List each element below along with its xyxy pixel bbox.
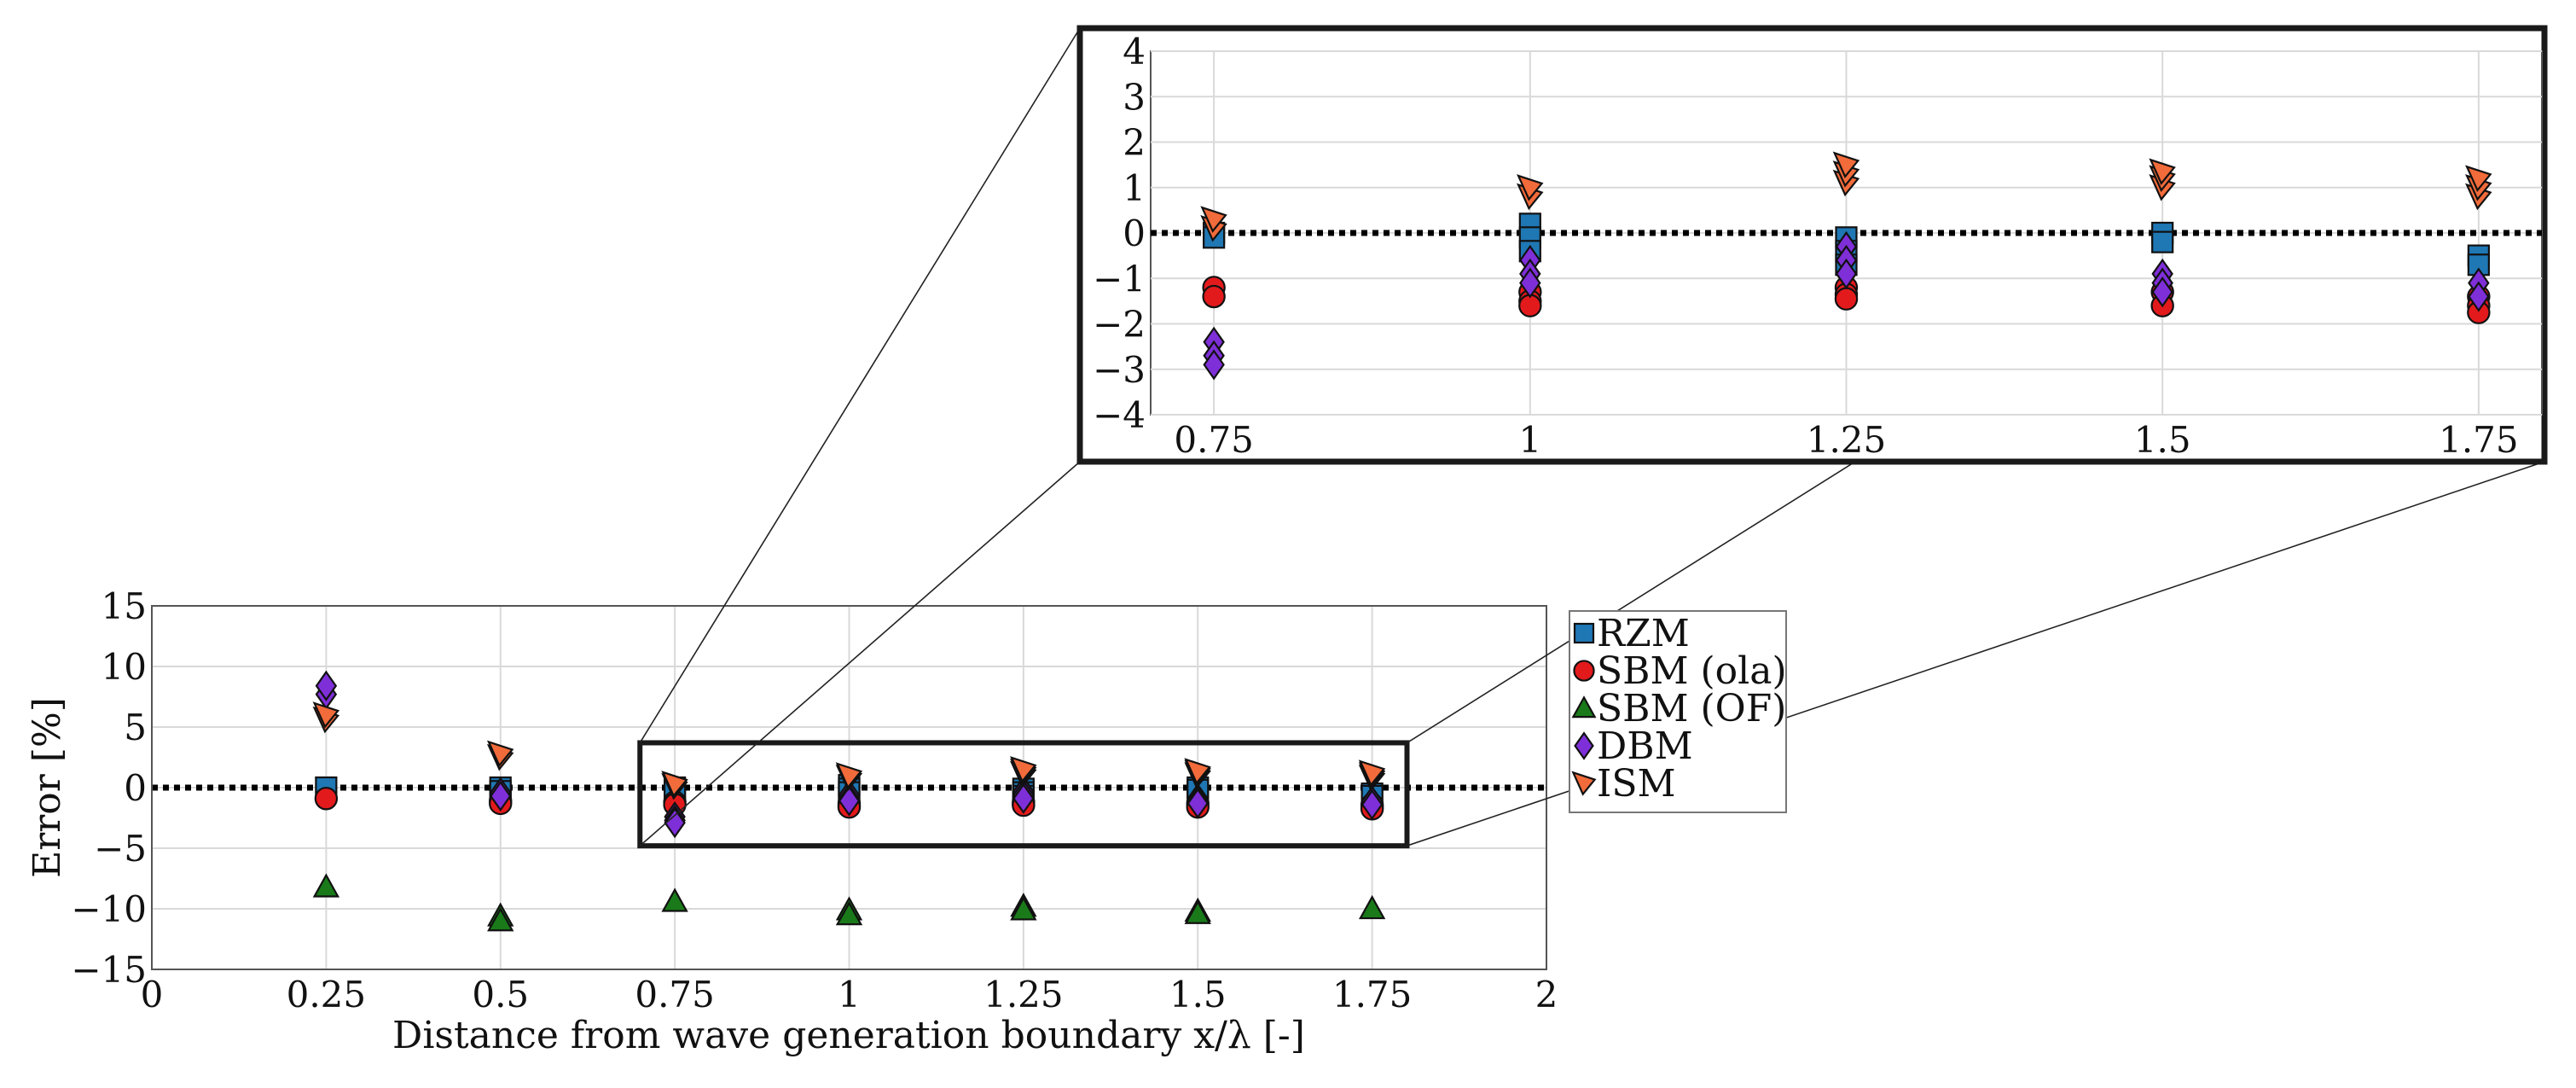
legend-marker-2 bbox=[1573, 660, 1595, 682]
main-data-point bbox=[1010, 896, 1037, 921]
main-series-ism bbox=[312, 701, 1386, 800]
inset-x-tick-labels: 0.75 1 1.25 1.5 1.75 bbox=[1174, 419, 2518, 461]
main-y-tick-label: −15 bbox=[71, 949, 147, 991]
inset-x-tick-label: 1 bbox=[1518, 419, 1541, 461]
main-x-tick-label: 2 bbox=[1535, 974, 1558, 1015]
inset-data-point bbox=[2151, 276, 2173, 308]
main-data-point bbox=[661, 771, 688, 798]
inset-x-tick-label: 1.75 bbox=[2439, 419, 2519, 461]
legend-label: SBM (OF) bbox=[1597, 687, 1786, 730]
main-x-axis-label: Distance from wave generation boundary x… bbox=[392, 1014, 1305, 1057]
inset-data-point bbox=[1834, 287, 1859, 311]
inset-y-tick-label: −4 bbox=[1093, 394, 1146, 436]
main-x-tick-label: 0.5 bbox=[472, 974, 529, 1015]
inset-y-tick-label: 0 bbox=[1123, 212, 1146, 254]
main-data-point bbox=[1010, 756, 1037, 783]
legend-marker-5 bbox=[1571, 771, 1597, 796]
inset-data-point bbox=[1200, 206, 1227, 233]
main-y-axis-label: Error [%] bbox=[26, 697, 69, 878]
main-data-point bbox=[1358, 894, 1386, 920]
main-x-tick-label: 0 bbox=[141, 974, 164, 1015]
inset-data-point bbox=[1835, 258, 1858, 290]
main-data-point bbox=[835, 762, 863, 789]
main-x-tick-label: 0.25 bbox=[287, 974, 367, 1015]
main-x-tick-labels: 0 0.25 0.5 0.75 1 1.25 1.5 1.75 2 bbox=[141, 974, 1558, 1015]
main-data-point bbox=[487, 907, 514, 932]
main-series-dbm bbox=[315, 670, 1384, 839]
main-y-tick-label: 10 bbox=[102, 646, 147, 688]
main-data-point bbox=[1361, 788, 1384, 820]
main-x-tick-label: 1 bbox=[838, 974, 861, 1015]
main-data-point bbox=[664, 807, 686, 839]
main-data-point bbox=[838, 785, 861, 817]
inset-data-marks bbox=[1200, 151, 2492, 381]
inset-data-point bbox=[2465, 165, 2492, 192]
main-y-tick-label: 15 bbox=[102, 585, 147, 627]
main-y-tick-labels: −15 −10 −5 0 5 10 15 bbox=[71, 585, 147, 991]
main-series-sbm-of bbox=[312, 873, 1386, 932]
legend-label: DBM bbox=[1597, 724, 1693, 768]
main-x-tick-label: 1.5 bbox=[1169, 974, 1227, 1015]
main-x-tick-label: 0.75 bbox=[635, 974, 715, 1015]
inset-data-point bbox=[1202, 284, 1226, 309]
main-data-marks bbox=[312, 670, 1386, 932]
inset-data-point bbox=[1519, 267, 1541, 299]
legend-marker-4 bbox=[1574, 731, 1594, 760]
main-x-tick-label: 1.25 bbox=[983, 974, 1064, 1015]
zoom-connector-line bbox=[639, 27, 1081, 743]
main-data-point bbox=[1184, 758, 1211, 785]
inset-data-point bbox=[2468, 281, 2490, 312]
main-plot-frame bbox=[151, 605, 1547, 970]
inset-y-tick-label: 1 bbox=[1123, 167, 1146, 209]
main-chart: 0 0.25 0.5 0.75 1 1.25 1.5 1.75 2 −15 −10 −5 0 5 10 15… bbox=[26, 585, 1558, 1057]
inset-data-point bbox=[1516, 174, 1544, 201]
inset-y-tick-label: 3 bbox=[1123, 76, 1146, 118]
inset-y-tick-label: 4 bbox=[1123, 31, 1146, 73]
inset-x-tick-label: 0.75 bbox=[1174, 419, 1254, 461]
main-data-point bbox=[315, 670, 338, 701]
legend-label: ISM bbox=[1597, 762, 1676, 806]
legend-marker-3 bbox=[1571, 695, 1597, 719]
inset-x-tick-label: 1.25 bbox=[1807, 419, 1887, 461]
main-y-tick-label: 0 bbox=[124, 767, 147, 809]
inset-y-tick-label: −2 bbox=[1093, 304, 1146, 346]
inset-y-tick-label: −1 bbox=[1093, 258, 1146, 300]
inset-series-ism bbox=[1200, 151, 2492, 242]
main-data-point bbox=[1012, 783, 1035, 814]
main-data-point bbox=[486, 740, 514, 768]
legend-label: RZM bbox=[1597, 612, 1690, 655]
inset-data-point bbox=[1832, 151, 1860, 179]
main-y-tick-label: −5 bbox=[94, 828, 147, 870]
zoom-connector-line bbox=[1407, 461, 1856, 744]
main-data-point bbox=[1186, 788, 1209, 819]
legend-label: SBM (ola) bbox=[1597, 649, 1787, 693]
main-data-point bbox=[312, 701, 340, 729]
main-data-point bbox=[661, 887, 688, 912]
zoom-connector-line bbox=[639, 461, 1081, 847]
main-x-tick-label: 1.75 bbox=[1332, 974, 1413, 1015]
main-data-point bbox=[835, 901, 863, 926]
main-data-point bbox=[314, 787, 339, 811]
main-data-point bbox=[312, 873, 340, 898]
inset-x-tick-label: 1.5 bbox=[2134, 419, 2191, 461]
main-data-point bbox=[1184, 899, 1211, 924]
legend-box bbox=[1569, 610, 1787, 813]
inset-data-point bbox=[2151, 230, 2174, 253]
main-data-point bbox=[490, 780, 512, 812]
inset-series-dbm bbox=[1203, 230, 2490, 381]
inset-y-tick-label: −3 bbox=[1093, 349, 1146, 391]
main-y-tick-label: 5 bbox=[124, 707, 147, 748]
main-y-tick-label: −10 bbox=[71, 888, 147, 930]
main-data-point bbox=[1358, 759, 1386, 787]
inset-y-tick-label: 2 bbox=[1123, 122, 1146, 164]
zoom-region-box bbox=[637, 740, 1410, 849]
legend-marker-1 bbox=[1573, 622, 1595, 644]
inset-data-point bbox=[1203, 349, 1225, 381]
inset-data-point bbox=[2149, 158, 2176, 185]
